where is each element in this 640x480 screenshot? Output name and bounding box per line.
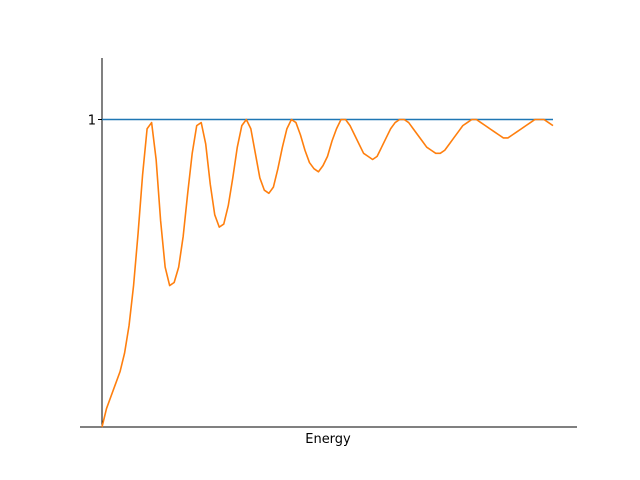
y-ticks: 1: [88, 114, 102, 129]
series-line-1: [101, 118, 554, 428]
y-tick-label: 1: [88, 114, 96, 129]
series-layer: [101, 118, 554, 428]
x-axis-label: Energy: [305, 432, 351, 447]
